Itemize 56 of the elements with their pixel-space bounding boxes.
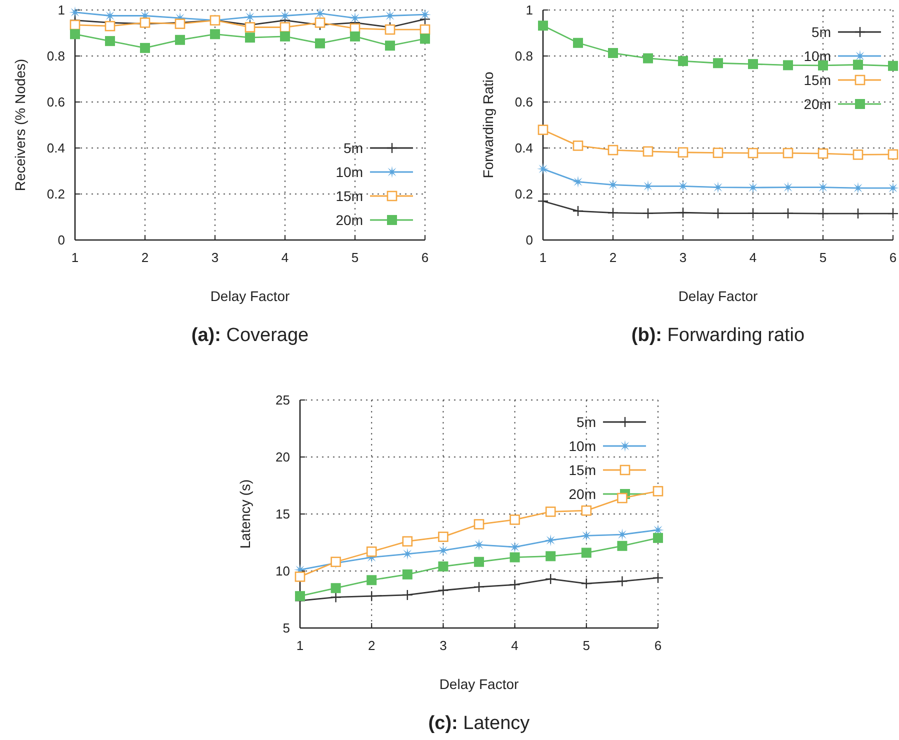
y-tick-label: 0.4 xyxy=(514,140,533,156)
x-tick-label: 3 xyxy=(440,638,447,653)
text: (c): Latency xyxy=(428,713,530,734)
legend-label: 5m xyxy=(344,140,363,156)
legend-label: 20m xyxy=(336,212,363,228)
x-tick-label: 2 xyxy=(141,250,149,265)
legend-label: 20m xyxy=(804,96,831,112)
x-tick-label: 5 xyxy=(819,250,827,265)
y-tick-label: 0.2 xyxy=(46,186,65,202)
y-tick-label: 1 xyxy=(58,2,65,18)
legend-label: 5m xyxy=(576,414,596,430)
y-tick-label: 15 xyxy=(276,506,290,522)
y-tick-label: 10 xyxy=(276,564,290,578)
x-tick-label: 5 xyxy=(582,638,590,653)
y-tick-label: 0.4 xyxy=(46,140,65,156)
x-tick-label: 4 xyxy=(511,638,518,653)
legend-label: 20m xyxy=(568,486,596,502)
x-tick-label: 6 xyxy=(421,250,429,265)
x-tick-label: 2 xyxy=(609,250,617,265)
legend-label: 15m xyxy=(336,188,363,204)
x-tick-label: 6 xyxy=(654,638,662,653)
y-axis-title: Latency (s) xyxy=(237,479,253,549)
y-tick-label: 0 xyxy=(58,232,65,248)
legend-label: 15m xyxy=(568,462,596,478)
x-tick-label: 4 xyxy=(281,250,289,265)
legend-label: 10m xyxy=(568,438,596,454)
x-tick-label: 1 xyxy=(539,250,547,265)
x-axis-title: Delay Factor xyxy=(439,676,520,692)
legend-label: 5m xyxy=(812,24,831,40)
x-tick-label: 4 xyxy=(749,250,757,265)
x-tick-label: 1 xyxy=(71,250,79,265)
x-tick-label: 3 xyxy=(679,250,687,265)
y-tick-label: 0.8 xyxy=(46,48,65,64)
y-axis-title: Receivers (% Nodes) xyxy=(12,58,28,192)
y-tick-label: 25 xyxy=(276,392,290,408)
y-tick-label: 0.8 xyxy=(514,48,533,64)
y-tick-label: 0.2 xyxy=(514,186,533,202)
text: (a): Coverage xyxy=(191,325,309,346)
y-tick-label: 5 xyxy=(282,620,290,636)
y-tick-label: 0 xyxy=(526,232,533,248)
x-tick-label: 2 xyxy=(368,638,376,653)
text: (b): Forwarding ratio xyxy=(631,325,805,346)
legend-label: 10m xyxy=(336,164,363,180)
y-tick-label: 1 xyxy=(526,2,533,18)
x-axis-title: Delay Factor xyxy=(210,288,290,304)
y-axis-title: Forwarding Ratio xyxy=(480,71,496,178)
x-axis-title: Delay Factor xyxy=(678,288,758,304)
legend-label: 15m xyxy=(804,72,831,88)
x-tick-label: 6 xyxy=(889,250,897,265)
y-tick-label: 0.6 xyxy=(514,94,533,110)
x-tick-label: 5 xyxy=(351,250,359,265)
y-tick-label: 0.6 xyxy=(46,94,65,110)
x-tick-label: 3 xyxy=(211,250,219,265)
y-tick-label: 20 xyxy=(276,450,290,464)
legend-label: 10m xyxy=(804,48,831,64)
x-tick-label: 1 xyxy=(296,638,304,653)
